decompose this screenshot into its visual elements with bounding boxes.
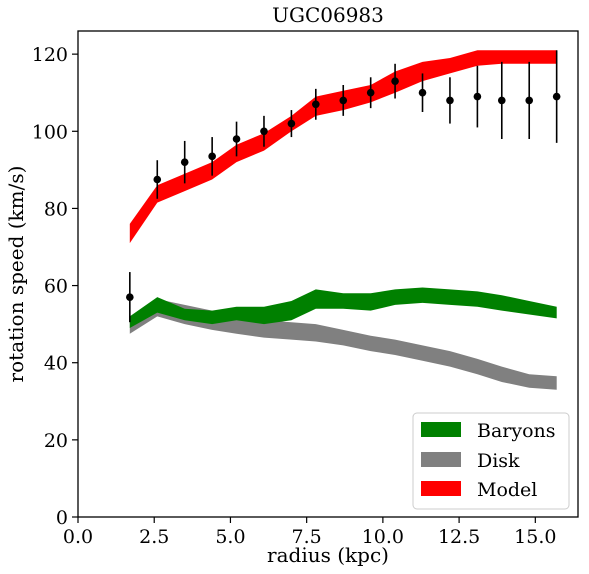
legend-label-disk: Disk bbox=[477, 450, 520, 472]
x-tick-label: 2.5 bbox=[139, 526, 169, 548]
observed-point bbox=[287, 119, 296, 128]
x-axis-ticks: 0.0 2.5 5.0 7.5 10.0 12.5 15.0 bbox=[63, 517, 556, 548]
observed-points bbox=[126, 77, 561, 301]
legend-swatch-model bbox=[421, 481, 461, 496]
y-tick-label: 20 bbox=[44, 430, 68, 452]
y-axis-ticks: 0 20 40 60 80 100 120 bbox=[32, 44, 78, 529]
observed-point bbox=[232, 135, 241, 143]
band-model bbox=[129, 50, 557, 244]
band-disk bbox=[129, 299, 557, 390]
y-tick-label: 0 bbox=[56, 507, 68, 529]
observed-point bbox=[391, 77, 399, 85]
chart-title: UGC06983 bbox=[272, 3, 384, 27]
x-tick-label: 5.0 bbox=[215, 526, 245, 548]
legend-swatch-disk bbox=[421, 452, 461, 467]
series-bands bbox=[129, 50, 557, 390]
y-tick-label: 100 bbox=[32, 121, 68, 143]
observed-point bbox=[312, 100, 320, 109]
plot-frame bbox=[77, 30, 579, 518]
x-tick-label: 0.0 bbox=[63, 526, 93, 548]
observed-point bbox=[339, 96, 348, 105]
observed-point bbox=[446, 96, 454, 105]
observed-point bbox=[497, 96, 506, 105]
observed-point bbox=[126, 293, 134, 301]
y-axis-label: rotation speed (km/s) bbox=[4, 166, 28, 383]
y-tick-label: 40 bbox=[44, 353, 68, 375]
band-baryons bbox=[129, 287, 557, 328]
observed-point bbox=[180, 158, 189, 166]
observed-point bbox=[418, 88, 427, 97]
legend: Baryons Disk Model bbox=[412, 412, 570, 510]
observed-point bbox=[153, 175, 162, 184]
observed-point bbox=[473, 92, 482, 101]
observed-point bbox=[208, 152, 216, 161]
x-axis-label: radius (kpc) bbox=[267, 543, 389, 567]
x-tick-label: 7.5 bbox=[292, 526, 322, 548]
observed-point bbox=[525, 96, 534, 105]
y-tick-label: 60 bbox=[44, 276, 68, 298]
legend-label-model: Model bbox=[477, 479, 537, 501]
x-tick-label: 15.0 bbox=[514, 526, 556, 548]
observed-point bbox=[260, 127, 268, 136]
legend-swatch-baryons bbox=[421, 422, 461, 437]
observed-point bbox=[366, 88, 375, 97]
x-tick-label: 12.5 bbox=[438, 526, 480, 548]
x-tick-label: 10.0 bbox=[362, 526, 404, 548]
observed-point bbox=[552, 92, 561, 101]
y-tick-label: 80 bbox=[44, 198, 68, 220]
y-tick-label: 120 bbox=[32, 44, 68, 66]
legend-label-baryons: Baryons bbox=[477, 420, 556, 442]
